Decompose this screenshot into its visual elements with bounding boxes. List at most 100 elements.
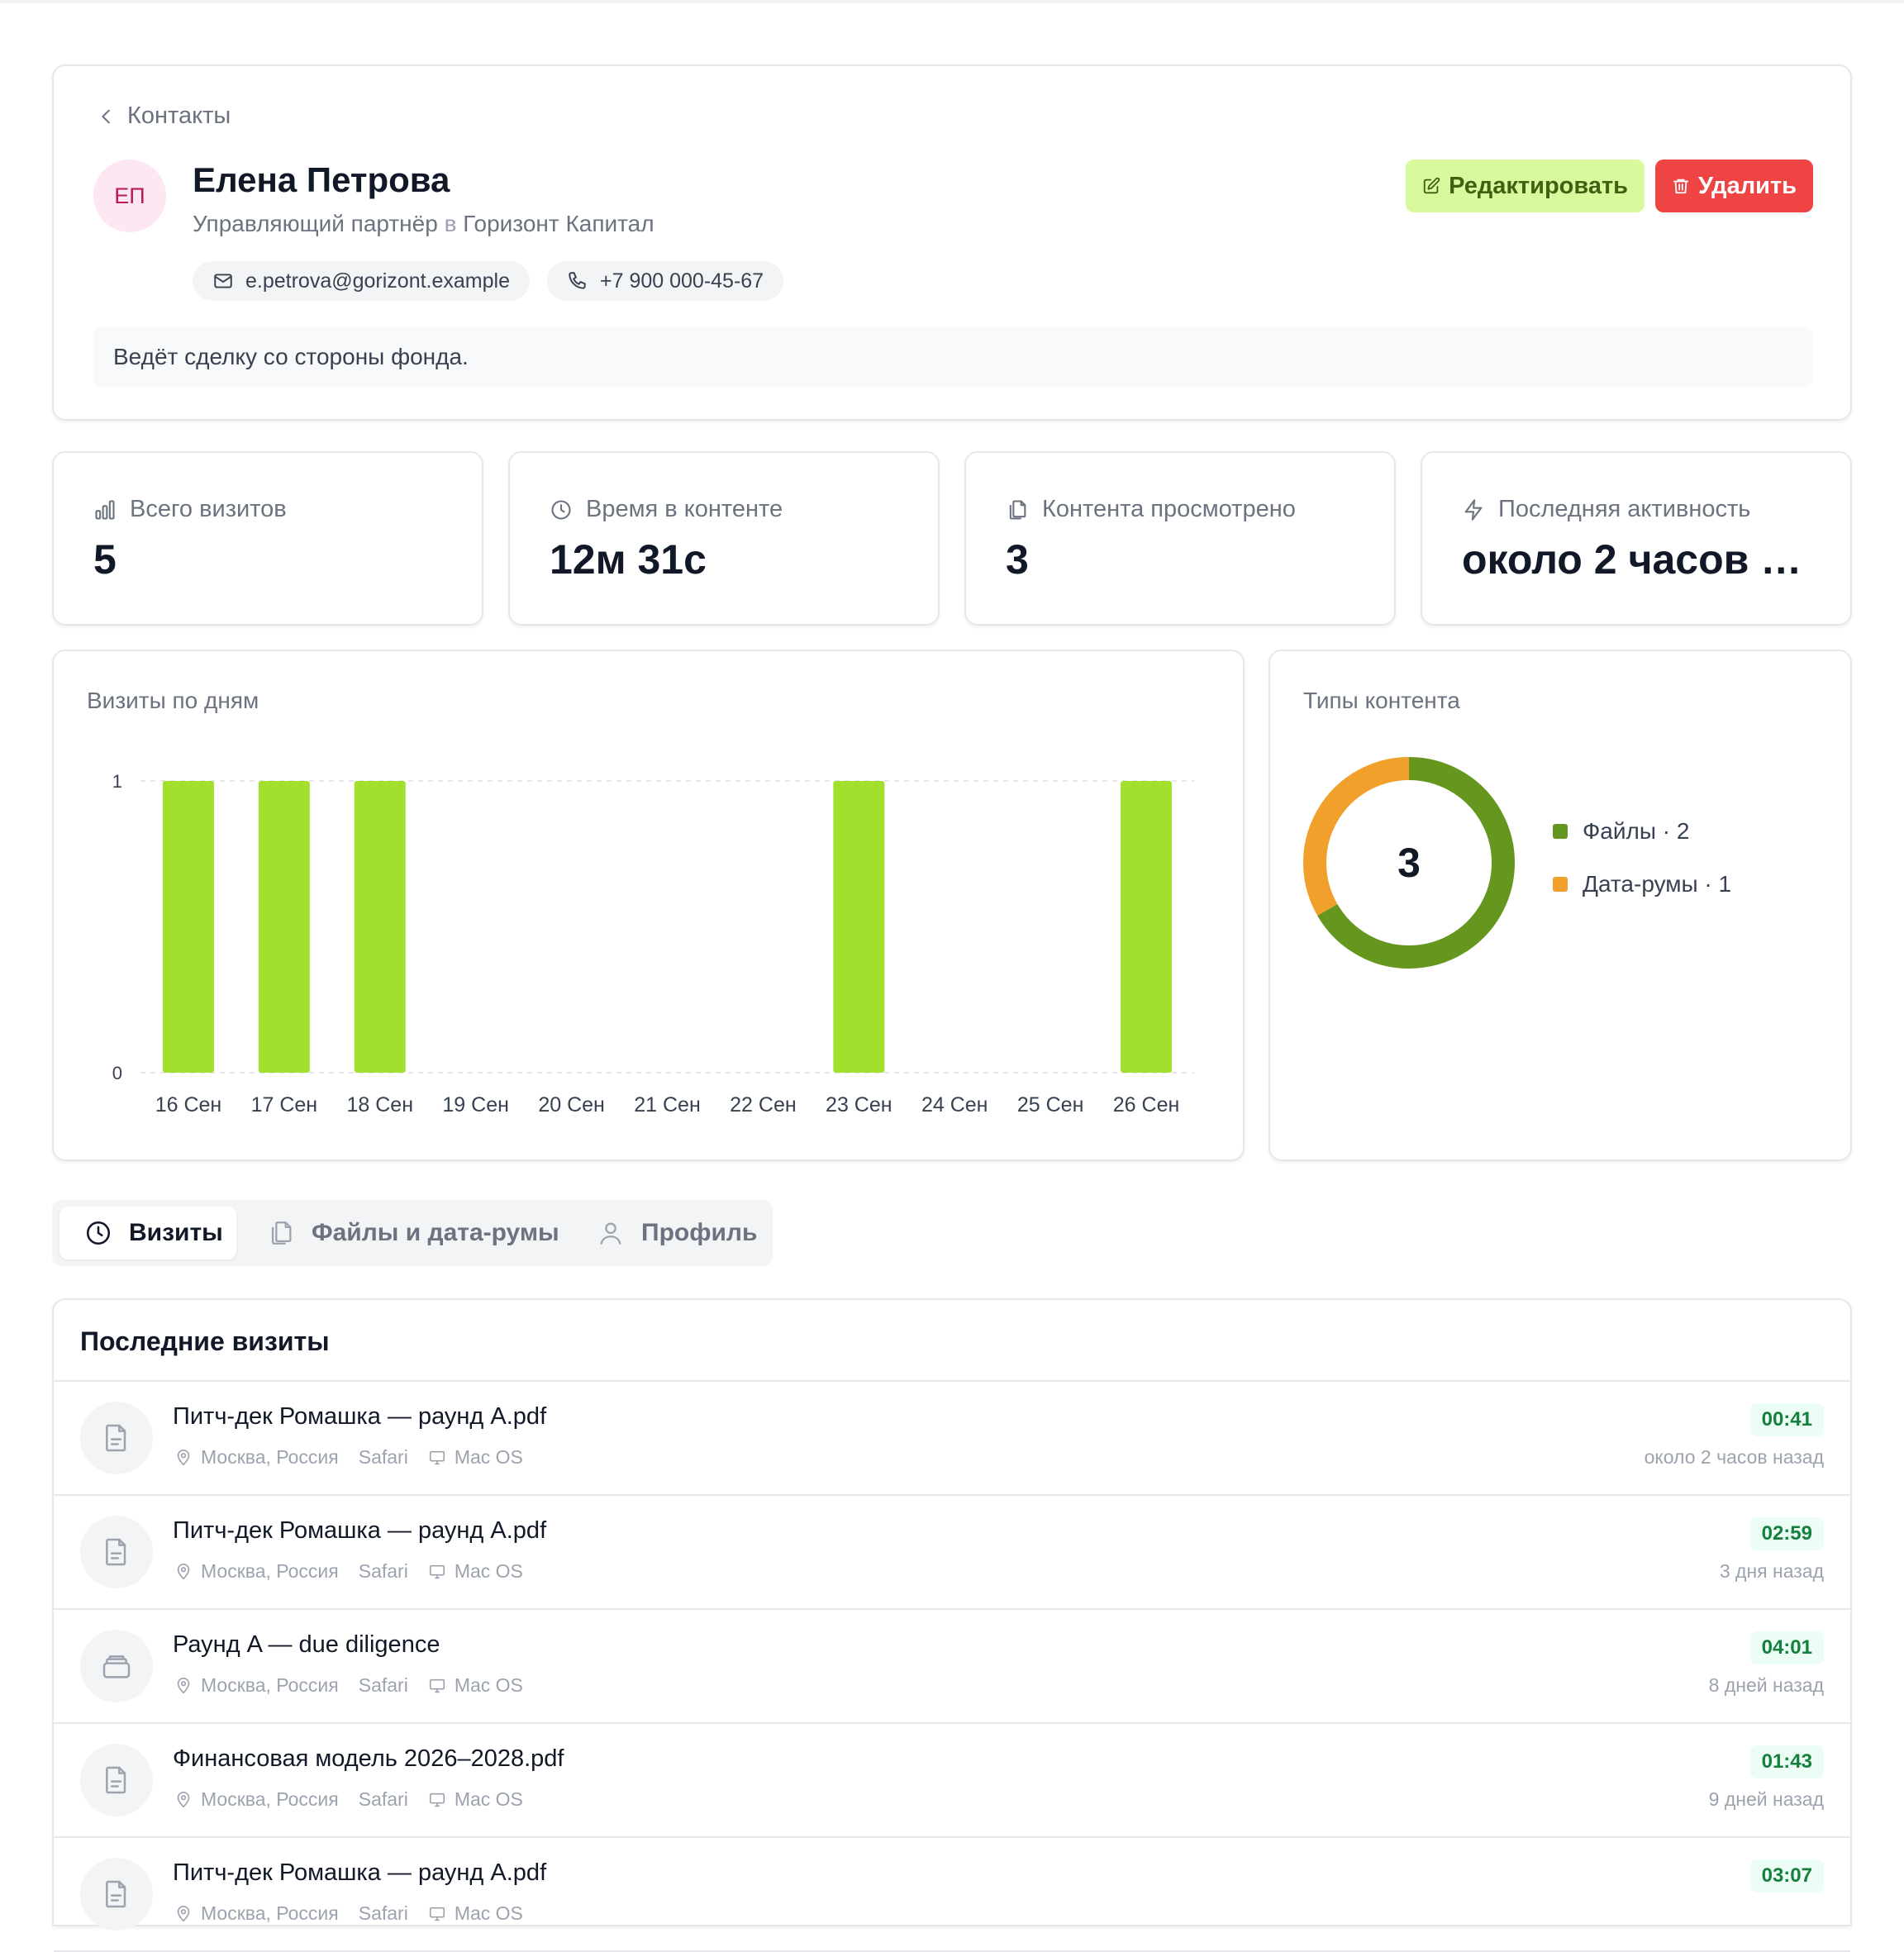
visit-os: Mac OS [454,1788,523,1810]
visit-time-ago: 9 дней назад [1708,1788,1824,1810]
contact-role: Управляющий партнёр [193,211,438,236]
recent-visits-card: Последние визиты Питч-дек Ромашка — раун… [52,1298,1852,1952]
bar[interactable] [354,781,406,1073]
visit-title[interactable]: Финансовая модель 2026–2028.pdf [173,1745,564,1772]
stat-last-activity: Последняя активность около 2 часов назад [1421,451,1852,626]
document-icon [106,1538,126,1566]
x-tick-label: 17 Сен [251,1093,318,1116]
trash-icon [1673,179,1689,194]
x-tick-label: 16 Сен [155,1093,222,1116]
phone-chip[interactable]: +7 900 000-45-67 [547,261,784,301]
visit-meta: Москва, Россия Safari Mac OS [174,1674,523,1697]
visit-title[interactable]: Питч-дек Ромашка — раунд A.pdf [173,1517,547,1544]
content-types-donut [1303,757,1515,969]
tabs-bar: Визиты Файлы и дата-румы Профиль [52,1200,773,1266]
visit-content-icon [80,1516,153,1588]
document-icon [106,1880,126,1908]
stat-content-viewed: Контента просмотрено 3 [964,451,1396,626]
dataroom-icon [102,1655,131,1678]
tab-profile[interactable]: Профиль [597,1207,757,1259]
visit-row[interactable]: Финансовая модель 2026–2028.pdf Москва, … [54,1724,1850,1838]
location-pin-icon [177,1677,190,1693]
visits-chart-title: Визиты по дням [87,688,259,713]
edit-label: Редактировать [1449,172,1628,199]
stat-value: 3 [1006,536,1029,583]
visit-browser: Safari [358,1902,408,1924]
stat-value: 5 [93,536,117,583]
avatar: ЕП [93,159,166,232]
stat-label: Контента просмотрено [1042,496,1296,522]
contact-header-card: Контакты ЕП Елена Петрова Управляющий па… [52,64,1852,421]
visit-title[interactable]: Питч-дек Ромашка — раунд A.pdf [173,1859,547,1886]
content-types-card: Типы контента 3 Файлы · 2 Дата-румы · 1 [1269,650,1852,1161]
visit-browser: Safari [358,1446,408,1468]
visits-by-day-card: Визиты по дням 0 1 16 Сен 17 Сен 18 Сен 19 Се… [52,650,1245,1161]
tab-visits[interactable]: Визиты [60,1207,236,1259]
visit-duration-badge: 02:59 [1749,1517,1824,1550]
visit-row[interactable]: Питч-дек Ромашка — раунд A.pdf Москва, Р… [54,1838,1850,1952]
stat-time-in-content: Время в контенте 12м 31с [508,451,940,626]
legend-item-files: Файлы · 2 [1553,818,1731,845]
contact-note: Ведёт сделку со стороны фонда. [93,327,1812,387]
visit-os: Mac OS [454,1902,523,1924]
visit-time-ago: около 2 часов назад [1644,1446,1824,1468]
bar-chart-icon [95,499,115,520]
legend-label: Дата-румы · 1 [1583,871,1732,897]
clock-icon [86,1221,111,1245]
visit-meta: Москва, Россия Safari Mac OS [174,1446,523,1469]
tab-label: Профиль [641,1219,758,1246]
visit-location: Москва, Россия [201,1788,339,1810]
monitor-icon [429,1793,445,1807]
location-pin-icon [177,1791,190,1807]
visit-os: Mac OS [454,1674,523,1696]
x-tick-label: 26 Сен [1113,1093,1180,1116]
back-to-contacts-link[interactable]: Контакты [98,102,231,130]
location-pin-icon [177,1563,190,1579]
edit-button[interactable]: Редактировать [1406,159,1645,212]
pencil-square-icon [1423,177,1440,194]
x-tick-label: 22 Сен [730,1093,797,1116]
files-icon [1009,499,1026,520]
email-value: e.petrova@gorizont.example [245,269,510,293]
visit-location: Москва, Россия [201,1446,339,1468]
x-tick-label: 24 Сен [921,1093,988,1116]
bar[interactable] [258,781,310,1073]
donut-slice[interactable] [1317,757,1515,969]
location-pin-icon [177,1905,190,1921]
visit-row[interactable]: Питч-дек Ромашка — раунд A.pdf Москва, Р… [54,1382,1850,1496]
donut-total: 3 [1397,840,1421,886]
visit-time-ago: 8 дней назад [1708,1674,1824,1696]
legend-swatch [1553,824,1568,839]
donut-slice[interactable] [1303,757,1410,916]
visit-location: Москва, Россия [201,1560,339,1582]
visit-meta: Москва, Россия Safari Mac OS [174,1788,523,1811]
phone-icon [569,272,586,289]
delete-button[interactable]: Удалить [1655,159,1813,212]
visit-title[interactable]: Питч-дек Ромашка — раунд A.pdf [173,1403,547,1430]
stat-label: Время в контенте [586,496,783,522]
donut-legend: Файлы · 2 Дата-румы · 1 [1553,818,1731,924]
monitor-icon [429,1450,445,1464]
email-chip[interactable]: e.petrova@gorizont.example [193,261,530,301]
visit-location: Москва, Россия [201,1902,339,1924]
phone-value: +7 900 000-45-67 [600,269,764,293]
visit-time-ago: 3 дня назад [1719,1560,1824,1582]
stat-activity-label-row: Последняя активность [1462,496,1750,523]
visit-title[interactable]: Раунд A — due diligence [173,1631,440,1658]
tab-files-and-datarooms[interactable]: Файлы и дата-румы [267,1207,559,1259]
types-chart-title: Типы контента [1303,688,1460,713]
mail-icon [214,274,232,288]
visit-row[interactable]: Питч-дек Ромашка — раунд A.pdf Москва, Р… [54,1496,1850,1610]
chevron-left-icon [102,109,110,123]
visit-browser: Safari [358,1560,408,1582]
visits-bar-chart: 0 1 16 Сен 17 Сен 18 Сен 19 Сен 20 Сен 21 Сен 22… [112,771,1194,1116]
bar[interactable] [1121,781,1173,1073]
visit-row[interactable]: Раунд A — due diligence Москва, Россия S… [54,1610,1850,1724]
bar[interactable] [833,781,885,1073]
x-tick-label: 25 Сен [1017,1093,1084,1116]
visit-meta: Москва, Россия Safari Mac OS [174,1902,523,1925]
monitor-icon [429,1907,445,1921]
bar[interactable] [162,781,214,1073]
visit-duration-badge: 03:07 [1749,1859,1824,1892]
visit-meta: Москва, Россия Safari Mac OS [174,1560,523,1583]
